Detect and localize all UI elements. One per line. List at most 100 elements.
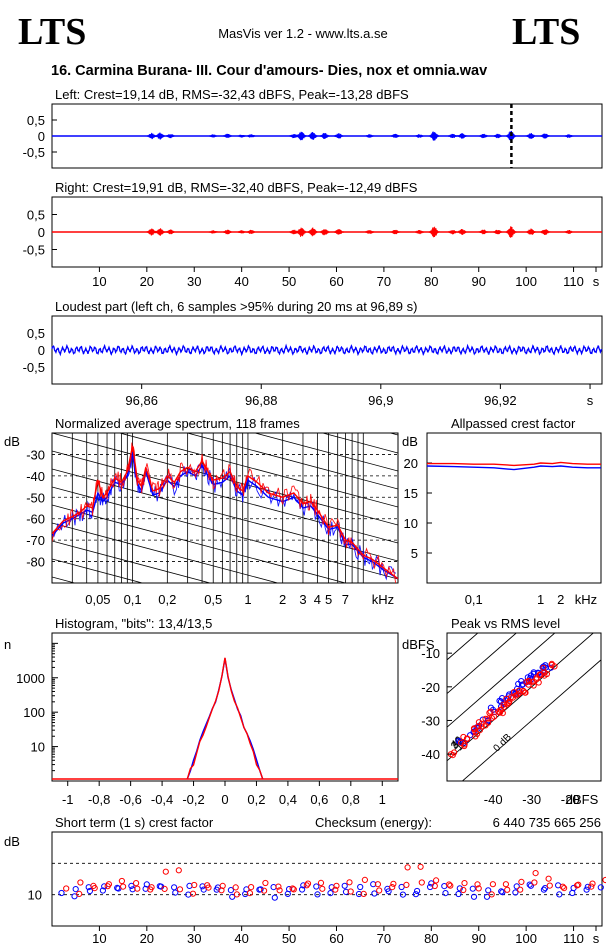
peak-rms-point-right (451, 749, 458, 756)
peak-rms-point-right (506, 698, 513, 705)
loudest-xtick: 96,92 (484, 393, 517, 408)
histogram-ytick: 100 (23, 705, 45, 720)
short-crest-point-right (261, 887, 268, 894)
right-ytick: -0,5 (23, 243, 45, 258)
crest-allpass-xtick: 2 (557, 592, 564, 607)
peak-rms-ytick: -30 (421, 713, 440, 728)
spectrum-xtick: 4 (314, 592, 321, 607)
short-crest-point-right (374, 881, 381, 888)
short-crest-point-left (569, 889, 576, 897)
short-crest-point-left (299, 886, 306, 893)
peak-rms-xtick: -40 (484, 792, 503, 807)
short-crest-point-right (545, 875, 552, 882)
spectrum-ytick: -70 (26, 533, 45, 548)
short-crest-xtick: 60 (329, 931, 343, 946)
short-crest-point-right (317, 879, 325, 887)
short-crest-point-right (332, 886, 339, 893)
peak-rms-point-right (464, 735, 471, 742)
peak-rms-diagonal-line (447, 633, 479, 661)
peak-rms-diagonal-label: 0 dB (492, 732, 515, 755)
short-crest-point-right (333, 882, 340, 889)
peak-rms-point-right (458, 739, 465, 747)
spectrum-title: Normalized average spectrum, 118 frames (55, 416, 300, 431)
spectrum-slope-line (321, 433, 398, 454)
peak-rms-point-right (487, 708, 494, 715)
crest-allpass-series-right (427, 461, 601, 467)
short-crest-point-left (385, 888, 392, 895)
spectrum-slope-line (52, 522, 280, 583)
short-crest-point-left (227, 887, 234, 894)
spectrum-xtick: 0,2 (158, 592, 176, 607)
crest-allpass-ytick: 5 (411, 546, 418, 561)
peak-rms-point-right (472, 733, 479, 740)
short-crest-point-right (504, 886, 511, 893)
short-crest-point-right (133, 880, 140, 887)
short-crest-point-left (370, 881, 377, 888)
short-crest-xtick: 50 (282, 931, 296, 946)
spectrum-ytick: -60 (26, 512, 45, 527)
right-ytick: 0 (38, 225, 45, 240)
peak-rms-point-right (460, 733, 467, 741)
right-xtick: 90 (471, 274, 485, 289)
short-crest-point-left (583, 886, 590, 893)
peak-rms-frame (446, 632, 602, 782)
spectrum-ylabel: dB (4, 434, 20, 449)
right-xtick: 10 (92, 274, 106, 289)
app-title: MasVis ver 1.2 - www.lts.a.se (218, 26, 388, 41)
peak-rms-point-right (461, 742, 468, 750)
short-crest-point-right (218, 887, 225, 894)
spectrum-series-right (52, 445, 398, 580)
spectrum-slope-line (52, 504, 347, 583)
short-crest-point-right (559, 883, 566, 890)
right-xtick: 60 (329, 274, 343, 289)
histogram-frame (51, 632, 399, 782)
left-ytick: 0 (38, 129, 45, 144)
short-crest-point-right (233, 891, 240, 898)
checksum-value: 6 440 735 665 256 (493, 815, 601, 830)
left-title: Left: Crest=19,14 dB, RMS=-32,43 dBFS, P… (55, 87, 409, 102)
short-crest-point-left (327, 890, 334, 897)
spectrum-ytick: -30 (26, 447, 45, 462)
histogram-xtick: 1 (379, 792, 386, 807)
spectrum-series-left (52, 454, 398, 580)
short-crest-point-right (502, 881, 509, 888)
short-crest-xtick: 10 (92, 931, 106, 946)
short-crest-point-right (589, 880, 596, 887)
spectrum-xtick: 5 (325, 592, 332, 607)
peak-rms-title: Peak vs RMS level (451, 616, 560, 631)
short-crest-xtick: 80 (424, 931, 438, 946)
short-crest-point-right (475, 885, 482, 892)
short-crest-point-right (376, 887, 383, 894)
peak-rms-xlabel: dBFS (566, 792, 599, 807)
spectrum-slope-line (52, 450, 398, 544)
right-xtick: 30 (187, 274, 201, 289)
short-crest-point-right (447, 882, 454, 889)
histogram-ytick: 10 (31, 740, 45, 755)
short-crest-point-right (417, 863, 424, 870)
short-crest-point-left (72, 886, 79, 893)
right-xtick: 50 (282, 274, 296, 289)
short-crest-point-left (412, 891, 419, 898)
peak-rms-point-left (499, 695, 506, 702)
right-xtick: 100 (515, 274, 537, 289)
histogram-xtick: 0,8 (342, 792, 360, 807)
short-crest-ylabel: dB (4, 834, 20, 849)
peak-rms-ytick: -20 (421, 680, 440, 695)
short-crest-point-left (470, 893, 478, 900)
short-crest-ytick: 10 (28, 888, 42, 903)
left-ytick: -0,5 (23, 145, 45, 160)
short-crest-point-left (499, 889, 506, 896)
short-crest-point-left (341, 882, 348, 889)
short-crest-point-left (128, 882, 135, 890)
short-crest-point-left (172, 889, 179, 896)
histogram-xtick: -1 (62, 792, 74, 807)
short-crest-point-left (229, 893, 236, 900)
loudest-xtick: s (587, 393, 594, 408)
short-crest-xtick: s (593, 931, 600, 946)
right-xtick: 20 (140, 274, 154, 289)
crest-allpass-xtick: kHz (575, 592, 597, 607)
loudest-xtick: 96,9 (368, 393, 393, 408)
histogram-ylabel: n (4, 637, 11, 652)
short-crest-point-left (71, 893, 78, 900)
short-crest-point-right (232, 884, 239, 891)
